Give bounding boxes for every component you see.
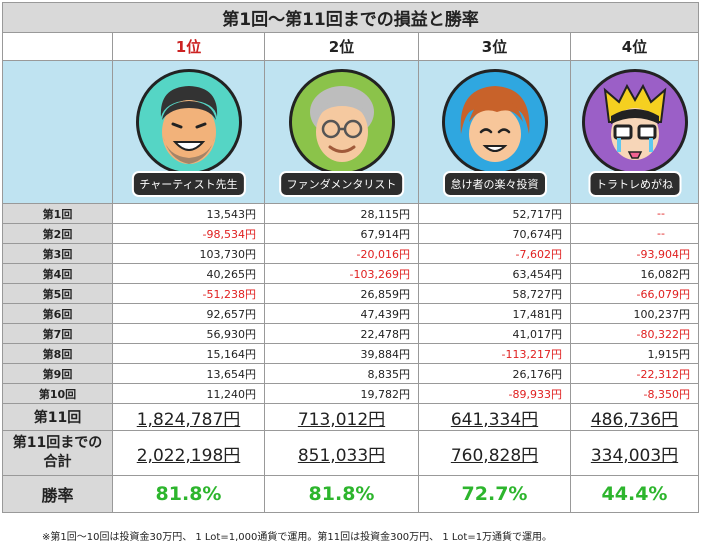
table-row: 第9回 13,654円 8,835円 26,176円 -22,312円 (2, 363, 699, 384)
table-row: 第8回 15,164円 39,884円 -113,217円 1,915円 (2, 343, 699, 364)
winrate-value: 81.8% (264, 475, 419, 513)
round-value: 15,164円 (112, 343, 265, 364)
table-row: 第7回 56,930円 22,478円 41,017円 -80,322円 (2, 323, 699, 344)
rank-3-header: 3位 (418, 32, 571, 61)
round-label: 第9回 (2, 363, 113, 384)
round-value: 26,176円 (418, 363, 571, 384)
trader-name-tag: チャーティスト先生 (131, 171, 246, 197)
table-row: 第4回 40,265円 -103,269円 63,454円 16,082円 (2, 263, 699, 284)
winrate-value: 72.7% (418, 475, 571, 513)
table-row: 第1回 13,543円 28,115円 52,717円 -- (2, 203, 699, 224)
round-value: 100,237円 (570, 303, 699, 324)
winrate-value: 81.8% (112, 475, 265, 513)
results-table: 第1回〜第11回までの損益と勝率 1位 2位 3位 4位 チャーティスト先生 (2, 2, 699, 513)
round-value: 67,914円 (264, 223, 419, 244)
round-value: -8,350円 (570, 383, 699, 404)
round-label: 第6回 (2, 303, 113, 324)
round-value: 16,082円 (570, 263, 699, 284)
round-11-label: 第11回 (2, 403, 113, 431)
glasses-crying-avatar-icon (581, 69, 688, 175)
round-value: 26,859円 (264, 283, 419, 304)
corner-cell (2, 32, 113, 61)
round-value: 70,674円 (418, 223, 571, 244)
round-value: 13,543円 (112, 203, 265, 224)
winrate-label: 勝率 (2, 475, 113, 513)
rank-2-header: 2位 (264, 32, 419, 61)
round-value: -- (570, 223, 699, 244)
trader-name-tag: トラトレめがね (588, 171, 681, 197)
round-value: 63,454円 (418, 263, 571, 284)
round-value: 41,017円 (418, 323, 571, 344)
round-value: 103,730円 (112, 243, 265, 264)
rank-4-header: 4位 (570, 32, 699, 61)
round-value: -- (570, 203, 699, 224)
round-value: 56,930円 (112, 323, 265, 344)
trader-card: ファンダメンタリスト (264, 60, 419, 204)
round-value: -80,322円 (570, 323, 699, 344)
table-row: 第3回 103,730円 -20,016円 -7,602円 -93,904円 (2, 243, 699, 264)
round-value: -66,079円 (570, 283, 699, 304)
round-11-value: 713,012円 (264, 403, 419, 431)
round-value: -98,534円 (112, 223, 265, 244)
table-title: 第1回〜第11回までの損益と勝率 (2, 2, 699, 33)
round-value: 52,717円 (418, 203, 571, 224)
round-value: 28,115円 (264, 203, 419, 224)
round-11-value: 641,334円 (418, 403, 571, 431)
total-label: 第11回までの 合計 (2, 430, 113, 476)
round-label: 第10回 (2, 383, 113, 404)
round-value: -51,238円 (112, 283, 265, 304)
round-value: -113,217円 (418, 343, 571, 364)
round-value: 39,884円 (264, 343, 419, 364)
round-value: 22,478円 (264, 323, 419, 344)
round-value: 17,481円 (418, 303, 571, 324)
trader-card: 怠け者の楽々投資 (418, 60, 571, 204)
total-value: 851,033円 (264, 430, 419, 476)
trader-card: チャーティスト先生 (112, 60, 265, 204)
table-row: 第10回 11,240円 19,782円 -89,933円 -8,350円 (2, 383, 699, 404)
young-man-avatar-icon (441, 69, 548, 175)
round-value: -20,016円 (264, 243, 419, 264)
trader-card: トラトレめがね (570, 60, 699, 204)
round-value: 19,782円 (264, 383, 419, 404)
table-row: 第2回 -98,534円 67,914円 70,674円 -- (2, 223, 699, 244)
smiling-man-avatar-icon (135, 69, 242, 175)
trader-name-tag: 怠け者の楽々投資 (442, 171, 547, 197)
round-label: 第4回 (2, 263, 113, 284)
round-value: -22,312円 (570, 363, 699, 384)
round-11-value: 1,824,787円 (112, 403, 265, 431)
table-row: 第6回 92,657円 47,439円 17,481円 100,237円 (2, 303, 699, 324)
total-value: 2,022,198円 (112, 430, 265, 476)
table-row: 第5回 -51,238円 26,859円 58,727円 -66,079円 (2, 283, 699, 304)
round-label: 第3回 (2, 243, 113, 264)
round-value: 11,240円 (112, 383, 265, 404)
round-value: -103,269円 (264, 263, 419, 284)
photo-row-label (2, 60, 113, 204)
round-value: 92,657円 (112, 303, 265, 324)
round-label: 第5回 (2, 283, 113, 304)
winrate-value: 44.4% (570, 475, 699, 513)
round-11-value: 486,736円 (570, 403, 699, 431)
round-value: -7,602円 (418, 243, 571, 264)
round-value: 58,727円 (418, 283, 571, 304)
round-label: 第8回 (2, 343, 113, 364)
round-value: 13,654円 (112, 363, 265, 384)
total-value: 760,828円 (418, 430, 571, 476)
round-value: -89,933円 (418, 383, 571, 404)
round-value: 40,265円 (112, 263, 265, 284)
trader-name-tag: ファンダメンタリスト (278, 171, 405, 197)
round-label: 第7回 (2, 323, 113, 344)
round-label: 第2回 (2, 223, 113, 244)
rank-1-header: 1位 (112, 32, 265, 61)
total-value: 334,003円 (570, 430, 699, 476)
round-value: 47,439円 (264, 303, 419, 324)
round-label: 第1回 (2, 203, 113, 224)
elderly-man-avatar-icon (288, 69, 395, 175)
round-value: -93,904円 (570, 243, 699, 264)
round-value: 8,835円 (264, 363, 419, 384)
round-value: 1,915円 (570, 343, 699, 364)
footnote: ※第1回〜10回は投資金30万円、 1 Lot=1,000通貨で運用。第11回は… (42, 532, 553, 543)
